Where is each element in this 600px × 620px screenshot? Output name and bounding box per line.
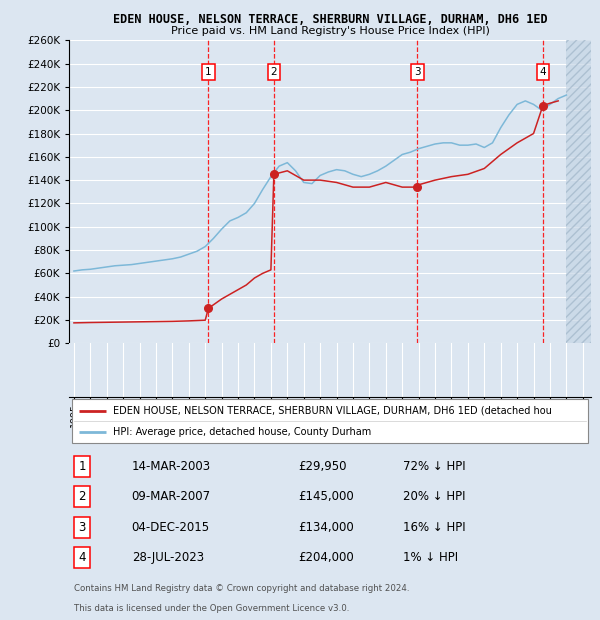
Text: 1: 1 — [205, 67, 212, 77]
Text: 1% ↓ HPI: 1% ↓ HPI — [403, 551, 458, 564]
Text: EDEN HOUSE, NELSON TERRACE, SHERBURN VILLAGE, DURHAM, DH6 1ED (detached hou: EDEN HOUSE, NELSON TERRACE, SHERBURN VIL… — [113, 405, 552, 415]
Text: 3: 3 — [414, 67, 421, 77]
Text: Contains HM Land Registry data © Crown copyright and database right 2024.: Contains HM Land Registry data © Crown c… — [74, 584, 410, 593]
Text: 16% ↓ HPI: 16% ↓ HPI — [403, 521, 466, 534]
Text: 3: 3 — [79, 521, 86, 534]
Text: £29,950: £29,950 — [299, 459, 347, 472]
Text: EDEN HOUSE, NELSON TERRACE, SHERBURN VILLAGE, DURHAM, DH6 1ED: EDEN HOUSE, NELSON TERRACE, SHERBURN VIL… — [113, 14, 547, 26]
Text: 14-MAR-2003: 14-MAR-2003 — [131, 459, 211, 472]
FancyBboxPatch shape — [71, 399, 589, 443]
Text: This data is licensed under the Open Government Licence v3.0.: This data is licensed under the Open Gov… — [74, 604, 350, 613]
Text: 20% ↓ HPI: 20% ↓ HPI — [403, 490, 466, 503]
Text: 2: 2 — [78, 490, 86, 503]
Text: Price paid vs. HM Land Registry's House Price Index (HPI): Price paid vs. HM Land Registry's House … — [170, 26, 490, 36]
Text: 09-MAR-2007: 09-MAR-2007 — [131, 490, 211, 503]
Text: 4: 4 — [78, 551, 86, 564]
Text: £134,000: £134,000 — [299, 521, 355, 534]
Bar — [566, 40, 591, 343]
Text: 28-JUL-2023: 28-JUL-2023 — [131, 551, 204, 564]
Text: 72% ↓ HPI: 72% ↓ HPI — [403, 459, 466, 472]
Text: 4: 4 — [539, 67, 546, 77]
Text: 04-DEC-2015: 04-DEC-2015 — [131, 521, 210, 534]
Text: 1: 1 — [78, 459, 86, 472]
Text: HPI: Average price, detached house, County Durham: HPI: Average price, detached house, Coun… — [113, 427, 371, 437]
Text: £145,000: £145,000 — [299, 490, 355, 503]
Text: £204,000: £204,000 — [299, 551, 355, 564]
Text: 2: 2 — [271, 67, 277, 77]
